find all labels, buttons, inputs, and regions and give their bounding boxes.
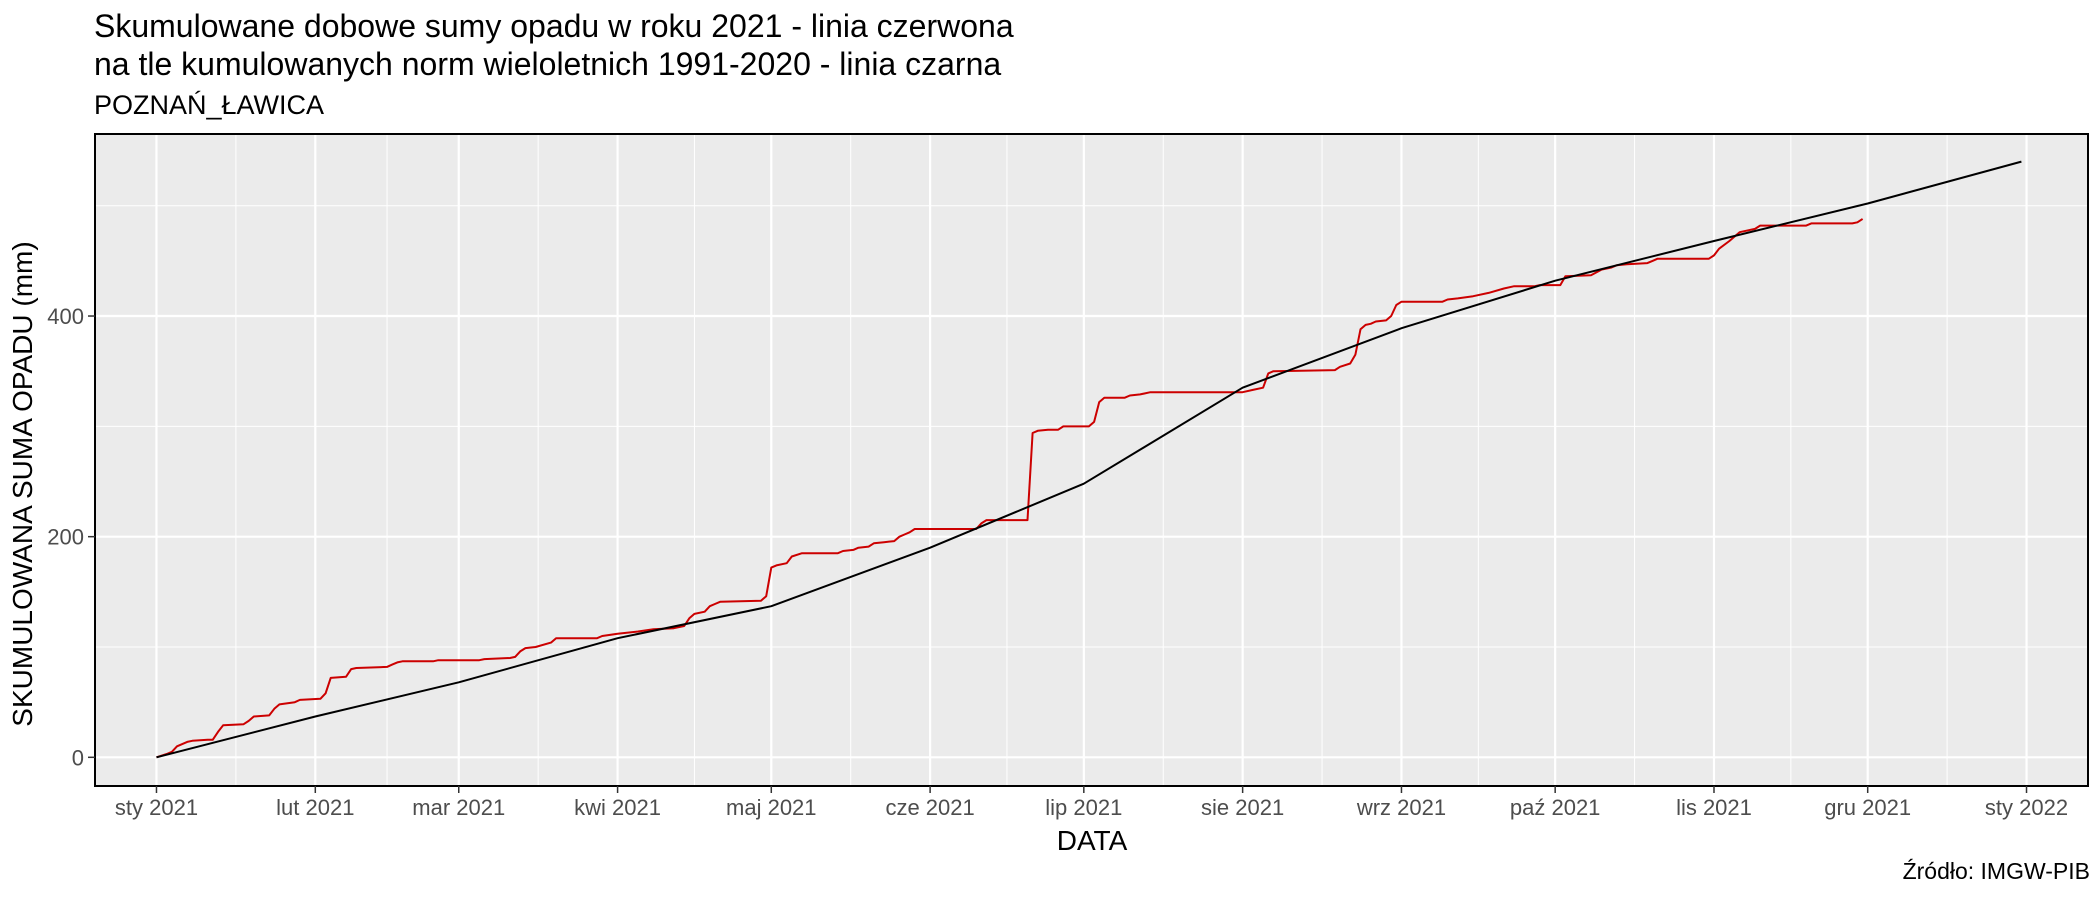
x-tick-label: cze 2021 [885, 795, 974, 820]
x-tick-label: sty 2021 [115, 795, 198, 820]
y-tick-label: 0 [72, 745, 84, 770]
chart-title-line-1: Skumulowane dobowe sumy opadu w roku 202… [94, 8, 1014, 44]
y-tick-label: 200 [47, 525, 84, 550]
x-tick-label: lut 2021 [276, 795, 354, 820]
y-axis-title: SKUMULOWANA SUMA OPADU (mm) [7, 241, 38, 726]
plot-panel [95, 134, 2088, 786]
series-line-norm-1991-2020 [156, 160, 2022, 759]
x-tick-label: kwi 2021 [574, 795, 661, 820]
x-tick-label: mar 2021 [412, 795, 505, 820]
source-note: Źródło: IMGW-PIB [1902, 858, 2090, 884]
x-tick-label: paź 2021 [1510, 795, 1601, 820]
x-tick-label: wrz 2021 [1356, 795, 1446, 820]
x-tick-label: gru 2021 [1824, 795, 1911, 820]
x-tick-label: sty 2022 [1985, 795, 2068, 820]
x-tick-label: sie 2021 [1201, 795, 1284, 820]
chart-subtitle: POZNAŃ_ŁAWICA [94, 90, 325, 120]
x-axis-title: DATA [1057, 825, 1128, 856]
x-tick-label: lis 2021 [1676, 795, 1752, 820]
chart-title-line-2: na tle kumulowanych norm wieloletnich 19… [94, 46, 1002, 82]
plot-border [94, 133, 2089, 787]
x-tick-label: lip 2021 [1045, 795, 1122, 820]
x-tick-label: maj 2021 [726, 795, 817, 820]
y-tick-label: 400 [47, 304, 84, 329]
